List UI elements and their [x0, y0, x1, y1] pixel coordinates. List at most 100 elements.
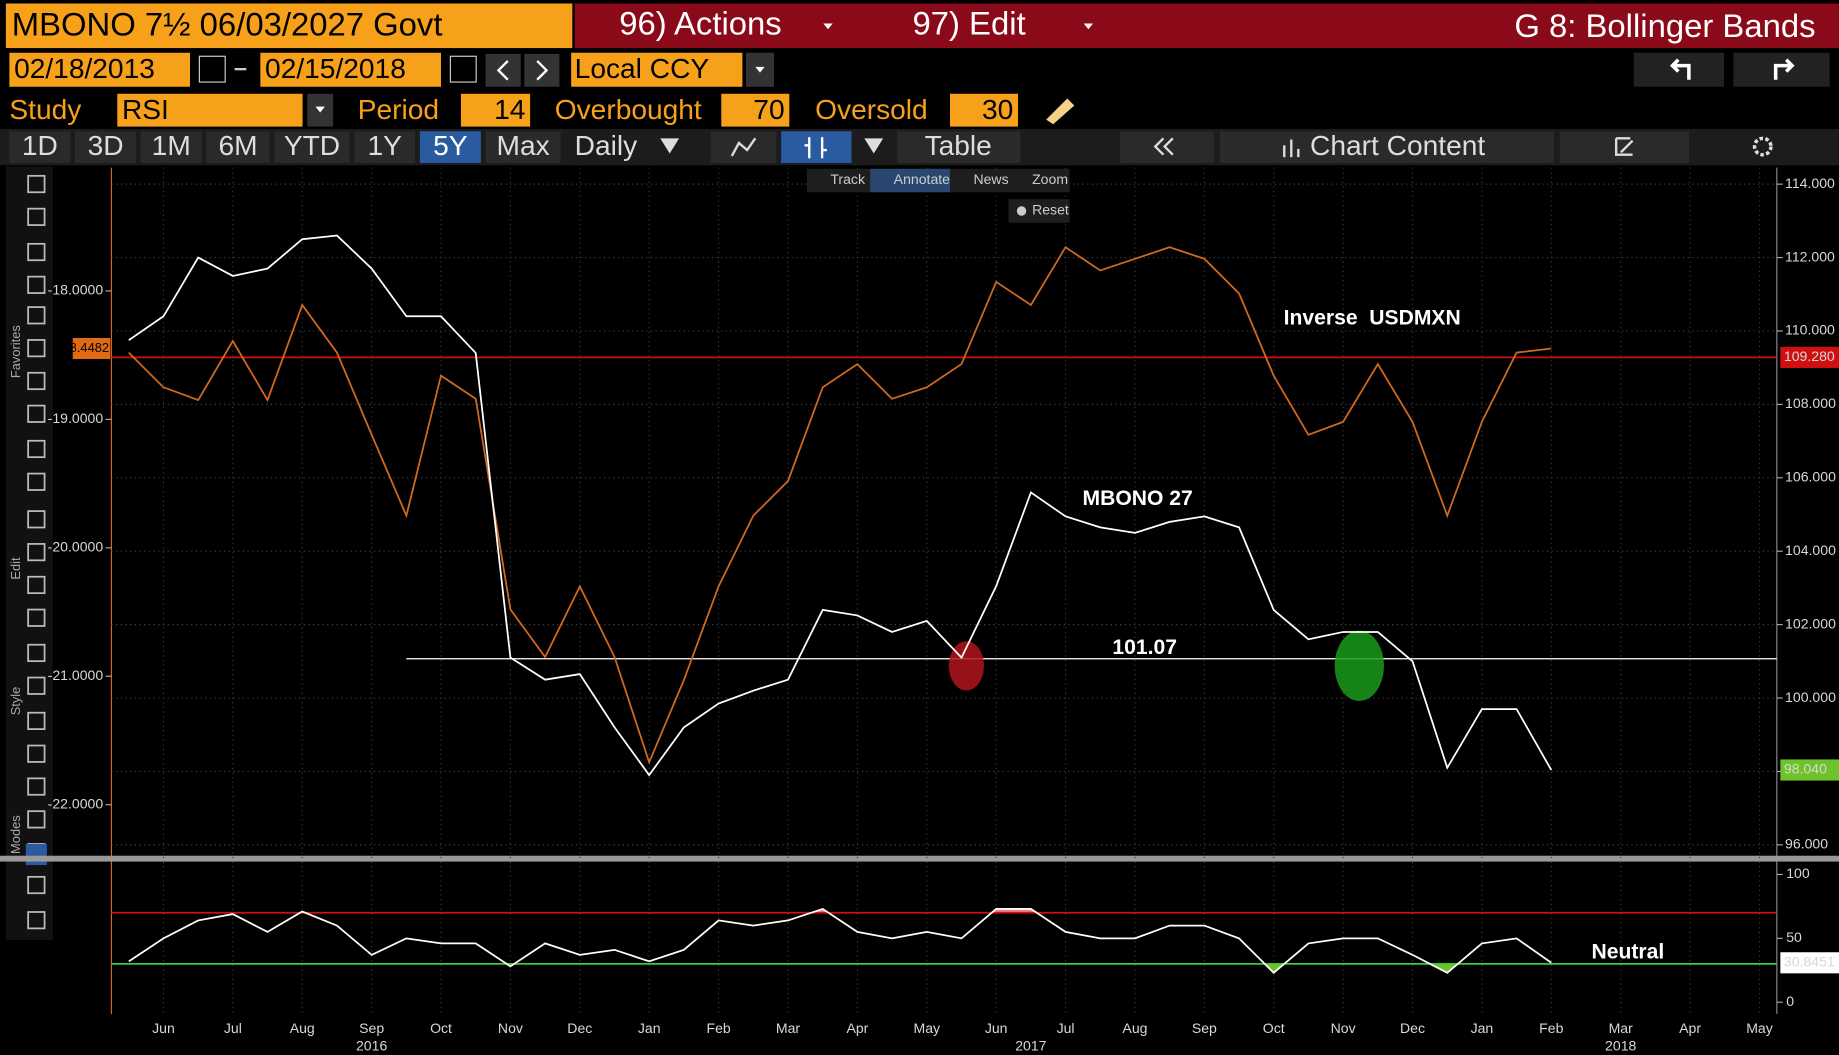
x-tick-label: May	[913, 1020, 940, 1036]
y2-tick-label: 106.000	[1785, 469, 1836, 485]
tool-icon[interactable]	[27, 207, 46, 226]
range-label: 1D	[22, 130, 58, 161]
tool-icon[interactable]	[27, 676, 46, 695]
dropdown-icon	[864, 138, 884, 154]
date-box[interactable]	[9, 52, 190, 87]
range-button[interactable]	[419, 131, 481, 163]
range-button[interactable]	[354, 131, 416, 163]
tool-icon[interactable]	[27, 543, 46, 562]
frequency[interactable]: Daily	[575, 130, 638, 161]
tool-icon[interactable]	[27, 439, 46, 459]
study-box[interactable]	[117, 93, 303, 127]
x-tick-label: Aug	[290, 1020, 315, 1036]
x-tick-label: Aug	[1122, 1020, 1147, 1036]
side-label: Style	[8, 687, 23, 716]
pencil-icon[interactable]	[1046, 98, 1075, 125]
edit-icon	[1614, 137, 1634, 156]
line-chart-icon	[730, 137, 757, 157]
undo-icon	[1669, 58, 1691, 80]
rsi-line	[128, 907, 1552, 975]
reset-icon	[1016, 206, 1027, 216]
tool-icon[interactable]	[27, 744, 46, 763]
y2-tick-label: 110.000	[1785, 322, 1835, 338]
range-label: Max	[497, 130, 550, 161]
annotate-tool[interactable]: Annotate	[894, 171, 950, 187]
series-label: Inverse USDMXN	[1284, 306, 1461, 329]
tool-icon[interactable]	[27, 608, 46, 627]
edit-button[interactable]	[1559, 131, 1689, 163]
tool-icon[interactable]	[27, 174, 46, 194]
period-box[interactable]	[460, 93, 531, 127]
calendar-icon[interactable]	[198, 55, 226, 83]
series-line	[128, 245, 1552, 765]
next-icon	[536, 60, 549, 81]
collapse-button[interactable]	[1120, 131, 1214, 163]
rsi-annotation: Neutral	[1592, 941, 1665, 964]
redo-icon	[1773, 58, 1795, 80]
tool-icon[interactable]	[27, 472, 46, 491]
x-tick-label: Jan	[638, 1020, 661, 1036]
value-box	[1780, 952, 1839, 974]
range-button[interactable]	[206, 131, 270, 163]
highlight-circle	[1334, 630, 1384, 701]
tool-icon[interactable]	[27, 911, 46, 930]
zoom-tool[interactable]: Zoom	[1032, 171, 1068, 187]
side-label: Favorites	[8, 325, 23, 378]
bar-chart-button[interactable]	[781, 131, 852, 163]
reset-tool: Reset	[1032, 202, 1069, 218]
tool-icon[interactable]	[27, 275, 46, 294]
actions-menu[interactable]: 96) Actions	[619, 4, 781, 41]
tool-icon[interactable]	[27, 875, 46, 895]
tool-icon[interactable]	[27, 575, 46, 595]
reset-button[interactable]	[1008, 199, 1070, 223]
tool-icon[interactable]	[27, 711, 46, 731]
end-date: 02/15/2018	[265, 53, 406, 84]
oversold-label: Oversold	[815, 94, 928, 125]
calendar-icon[interactable]	[449, 55, 477, 83]
tool-icon[interactable]	[27, 242, 46, 262]
tool-icon[interactable]	[27, 306, 46, 325]
date-box[interactable]	[260, 52, 441, 87]
oversold-box[interactable]	[949, 93, 1019, 127]
x-tick-label: Jul	[224, 1020, 242, 1036]
tool-icon[interactable]	[27, 643, 46, 663]
x-tick-label: Feb	[706, 1020, 730, 1036]
chart-content-button[interactable]	[1219, 131, 1555, 163]
year-label: 2017	[1015, 1038, 1046, 1054]
tool-icon[interactable]	[27, 777, 46, 796]
range-button[interactable]	[75, 131, 137, 163]
x-tick-label: Oct	[430, 1020, 452, 1036]
table-button[interactable]	[897, 131, 1021, 163]
y2-tick-label: 100.000	[1785, 689, 1836, 705]
overbought-box[interactable]	[721, 93, 790, 127]
x-tick-label: Mar	[1609, 1020, 1634, 1036]
dropdown-icon	[660, 138, 680, 154]
tool-icon[interactable]	[27, 510, 46, 529]
y-tick-label: -20.0000	[48, 539, 104, 555]
edit-menu[interactable]: 97) Edit	[912, 4, 1025, 41]
rsi-tick-label: 0	[1786, 993, 1794, 1009]
currency-box[interactable]	[571, 52, 743, 87]
range-button[interactable]	[485, 131, 561, 163]
news-tool[interactable]: News	[973, 171, 1008, 187]
range-button[interactable]	[140, 131, 202, 163]
last-value: -18.4482	[58, 340, 109, 355]
x-tick-label: Jun	[152, 1020, 175, 1036]
period: 14	[494, 94, 525, 125]
value-box	[1780, 759, 1839, 781]
oversold: 30	[982, 94, 1013, 125]
security: MBONO 7½ 06/03/2027 Govt	[12, 6, 443, 43]
tool-icon[interactable]	[27, 339, 46, 358]
period-label: Period	[358, 94, 439, 125]
next-button[interactable]	[524, 53, 560, 87]
tool-icon[interactable]	[27, 404, 46, 423]
range-button[interactable]	[274, 131, 350, 163]
series-label: MBONO 27	[1083, 487, 1193, 510]
prev-button[interactable]	[485, 53, 521, 87]
range-button[interactable]	[9, 131, 71, 163]
tool-icon[interactable]	[27, 810, 46, 829]
x-tick-label: Jun	[985, 1020, 1008, 1036]
track-tool[interactable]: Track	[830, 171, 866, 187]
tool-icon[interactable]	[27, 371, 46, 391]
redo-button[interactable]	[1733, 52, 1830, 87]
